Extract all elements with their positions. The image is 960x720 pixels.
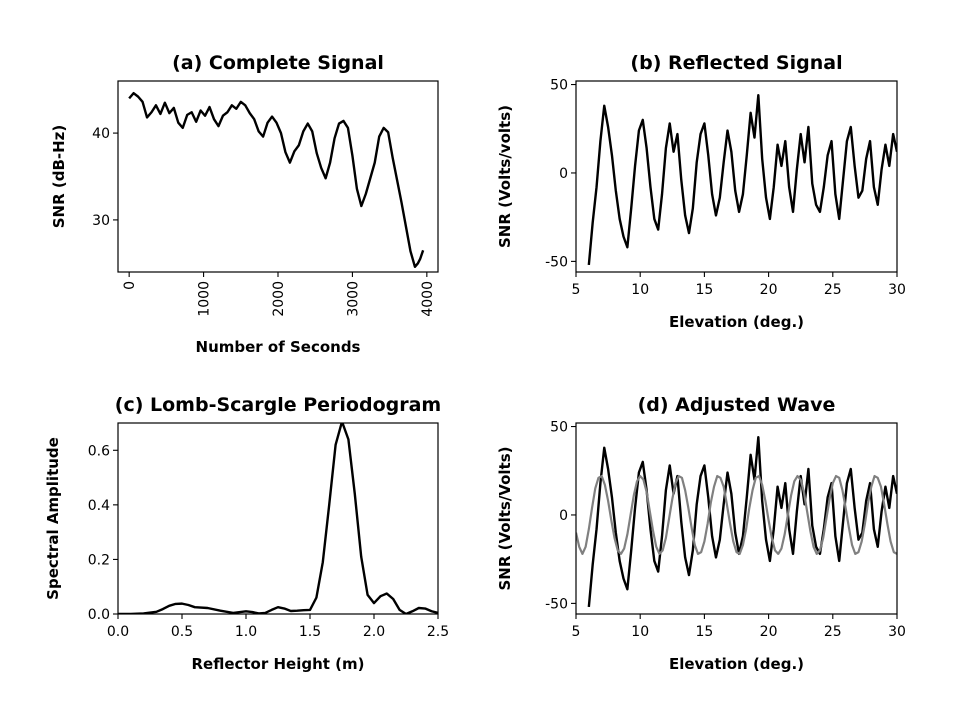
chart-title: (d) Adjusted Wave [638, 394, 836, 416]
x-tick-label: 20 [760, 624, 778, 640]
x-tick-label: 1.5 [299, 624, 321, 640]
x-tick-label: 2.5 [427, 624, 449, 640]
x-tick-label: 1000 [197, 281, 213, 317]
x-tick-label: 2.0 [363, 624, 385, 640]
x-tick-label: 25 [824, 282, 842, 298]
x-tick-label: 2000 [271, 281, 287, 317]
x-tick-label: 3000 [345, 281, 361, 317]
axes-frame [575, 422, 898, 615]
y-axis-label: Spectral Amplitude [44, 437, 62, 600]
x-tick-label: 15 [695, 282, 713, 298]
y-axis-label: SNR (dB-Hz) [50, 125, 68, 229]
axes-frame [117, 422, 439, 615]
x-tick-label: 25 [824, 624, 842, 640]
chart-title: (b) Reflected Signal [630, 52, 842, 74]
y-tick-label: 40 [92, 126, 110, 142]
series-line-a-0 [128, 91, 425, 268]
x-tick-label: 4000 [420, 281, 436, 317]
x-tick-label: 10 [631, 282, 649, 298]
chart-c: 0.0 0.5 1.0 1.5 2.0 2.5 0.0 0.2 0.4 0.6 (c) Lomb-S… [44, 394, 449, 673]
y-tick-label: 0.6 [88, 443, 110, 459]
y-tick-label: 50 [550, 420, 568, 436]
y-tick-label: 0.0 [88, 607, 110, 623]
x-tick-label: 5 [572, 624, 581, 640]
chart-d: 5 10 15 20 25 30 -50 0 50 (d) Adjusted Wave Elevat… [496, 394, 906, 673]
chart-title: (a) Complete Signal [172, 52, 384, 74]
y-tick-label: -50 [545, 596, 568, 612]
axes-frame [117, 80, 439, 273]
x-axis-label: Elevation (deg.) [669, 655, 804, 673]
x-tick-label: 30 [888, 624, 906, 640]
x-axis-label: Elevation (deg.) [669, 313, 804, 331]
y-tick-label: 50 [550, 78, 568, 94]
chart-b: 5 10 15 20 25 30 -50 0 50 (b) Reflected Signal Ele… [496, 52, 906, 331]
y-axis-label: SNR (Volts/Volts) [496, 447, 514, 591]
x-tick-label: 10 [631, 624, 649, 640]
x-tick-label: 0.5 [171, 624, 193, 640]
x-tick-label: 30 [888, 282, 906, 298]
y-tick-label: -50 [545, 254, 568, 270]
series-line-d-0 [587, 435, 897, 608]
x-tick-label: 15 [695, 624, 713, 640]
x-tick-label: 1.0 [235, 624, 257, 640]
y-tick-label: 0 [559, 508, 568, 524]
x-axis-label: Reflector Height (m) [191, 655, 364, 673]
series-line-d-1 [576, 474, 897, 555]
y-axis-label: SNR (Volts/volts) [496, 105, 514, 248]
x-tick-label: 0.0 [107, 624, 129, 640]
y-tick-label: 30 [92, 213, 110, 229]
series-line-c-0 [118, 423, 438, 614]
x-tick-label: 0 [122, 281, 138, 290]
series-line-b-0 [587, 93, 897, 266]
chart-title: (c) Lomb-Scargle Periodogram [115, 394, 441, 416]
y-tick-label: 0.4 [88, 498, 110, 514]
y-tick-label: 0 [559, 166, 568, 182]
chart-a: 0 1000 2000 3000 4000 30 40 (a) Complete Signal… [50, 52, 439, 356]
x-axis-label: Number of Seconds [196, 338, 361, 356]
x-tick-label: 20 [760, 282, 778, 298]
x-tick-label: 5 [572, 282, 581, 298]
y-tick-label: 0.2 [88, 552, 110, 568]
axes-frame [575, 80, 898, 273]
